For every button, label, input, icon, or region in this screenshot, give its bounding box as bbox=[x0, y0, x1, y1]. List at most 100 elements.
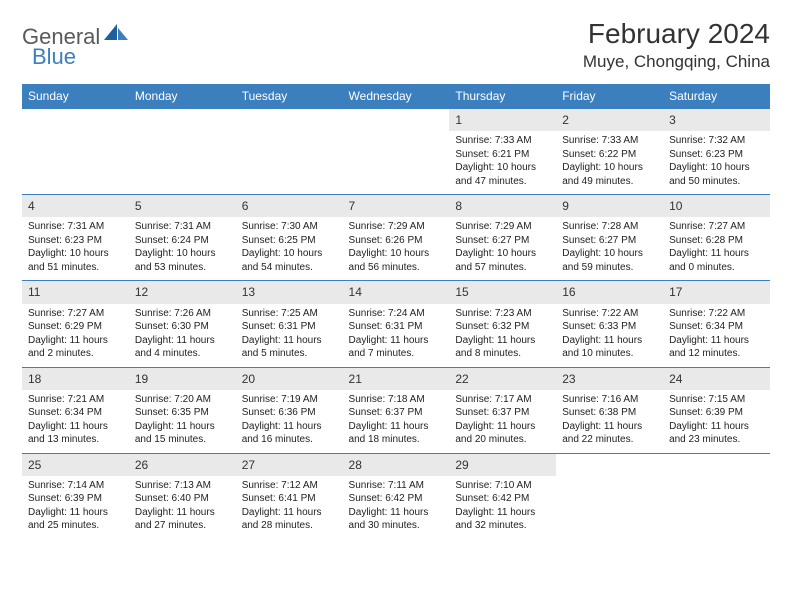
sunset-text: Sunset: 6:27 PM bbox=[562, 234, 657, 248]
sunset-text: Sunset: 6:23 PM bbox=[669, 148, 764, 162]
calendar-cell bbox=[236, 109, 343, 195]
daylight-text: Daylight: 10 hours and 57 minutes. bbox=[455, 247, 550, 274]
daylight-text: Daylight: 11 hours and 8 minutes. bbox=[455, 334, 550, 361]
sunset-text: Sunset: 6:35 PM bbox=[135, 406, 230, 420]
day-details: Sunrise: 7:15 AMSunset: 6:39 PMDaylight:… bbox=[667, 393, 766, 447]
sunset-text: Sunset: 6:26 PM bbox=[349, 234, 444, 248]
sunrise-text: Sunrise: 7:23 AM bbox=[455, 307, 550, 321]
day-details: Sunrise: 7:18 AMSunset: 6:37 PMDaylight:… bbox=[347, 393, 446, 447]
calendar-cell: 14Sunrise: 7:24 AMSunset: 6:31 PMDayligh… bbox=[343, 281, 450, 367]
daylight-text: Daylight: 11 hours and 28 minutes. bbox=[242, 506, 337, 533]
daylight-text: Daylight: 11 hours and 32 minutes. bbox=[455, 506, 550, 533]
sunset-text: Sunset: 6:38 PM bbox=[562, 406, 657, 420]
day-header: Wednesday bbox=[343, 84, 450, 109]
calendar-week-row: 18Sunrise: 7:21 AMSunset: 6:34 PMDayligh… bbox=[22, 367, 770, 453]
day-number: 28 bbox=[343, 454, 450, 476]
daylight-text: Daylight: 11 hours and 0 minutes. bbox=[669, 247, 764, 274]
sunset-text: Sunset: 6:31 PM bbox=[242, 320, 337, 334]
calendar-cell: 21Sunrise: 7:18 AMSunset: 6:37 PMDayligh… bbox=[343, 367, 450, 453]
day-number: 10 bbox=[663, 195, 770, 217]
daylight-text: Daylight: 11 hours and 25 minutes. bbox=[28, 506, 123, 533]
location-text: Muye, Chongqing, China bbox=[583, 52, 770, 72]
day-header: Friday bbox=[556, 84, 663, 109]
sunrise-text: Sunrise: 7:32 AM bbox=[669, 134, 764, 148]
day-number: 11 bbox=[22, 281, 129, 303]
day-details: Sunrise: 7:28 AMSunset: 6:27 PMDaylight:… bbox=[560, 220, 659, 274]
calendar-cell: 9 Sunrise: 7:28 AMSunset: 6:27 PMDaylight… bbox=[556, 195, 663, 281]
daylight-text: Daylight: 11 hours and 27 minutes. bbox=[135, 506, 230, 533]
calendar-cell: 5Sunrise: 7:31 AMSunset: 6:24 PMDaylight… bbox=[129, 195, 236, 281]
day-number: 2 bbox=[556, 109, 663, 131]
sunset-text: Sunset: 6:41 PM bbox=[242, 492, 337, 506]
day-details: Sunrise: 7:20 AMSunset: 6:35 PMDaylight:… bbox=[133, 393, 232, 447]
day-number: 13 bbox=[236, 281, 343, 303]
daylight-text: Daylight: 10 hours and 49 minutes. bbox=[562, 161, 657, 188]
day-details: Sunrise: 7:10 AMSunset: 6:42 PMDaylight:… bbox=[453, 479, 552, 533]
calendar-cell: 15Sunrise: 7:23 AMSunset: 6:32 PMDayligh… bbox=[449, 281, 556, 367]
sunrise-text: Sunrise: 7:26 AM bbox=[135, 307, 230, 321]
sunrise-text: Sunrise: 7:29 AM bbox=[349, 220, 444, 234]
daylight-text: Daylight: 10 hours and 53 minutes. bbox=[135, 247, 230, 274]
day-details: Sunrise: 7:26 AMSunset: 6:30 PMDaylight:… bbox=[133, 307, 232, 361]
sunset-text: Sunset: 6:31 PM bbox=[349, 320, 444, 334]
day-number: 17 bbox=[663, 281, 770, 303]
calendar-cell: 17Sunrise: 7:22 AMSunset: 6:34 PMDayligh… bbox=[663, 281, 770, 367]
day-number: 25 bbox=[22, 454, 129, 476]
day-number: 27 bbox=[236, 454, 343, 476]
day-details: Sunrise: 7:33 AMSunset: 6:22 PMDaylight:… bbox=[560, 134, 659, 188]
day-header: Thursday bbox=[449, 84, 556, 109]
page-header: General February 2024 Muye, Chongqing, C… bbox=[22, 18, 770, 72]
sunrise-text: Sunrise: 7:20 AM bbox=[135, 393, 230, 407]
day-number: 16 bbox=[556, 281, 663, 303]
day-number: 24 bbox=[663, 368, 770, 390]
sunset-text: Sunset: 6:29 PM bbox=[28, 320, 123, 334]
day-number: 18 bbox=[22, 368, 129, 390]
calendar-cell: 16Sunrise: 7:22 AMSunset: 6:33 PMDayligh… bbox=[556, 281, 663, 367]
month-title: February 2024 bbox=[583, 18, 770, 50]
sunset-text: Sunset: 6:22 PM bbox=[562, 148, 657, 162]
logo-sail-icon bbox=[104, 22, 130, 47]
sunset-text: Sunset: 6:28 PM bbox=[669, 234, 764, 248]
calendar-cell: 12 Sunrise: 7:26 AMSunset: 6:30 PMDayligh… bbox=[129, 281, 236, 367]
day-details: Sunrise: 7:33 AMSunset: 6:21 PMDaylight:… bbox=[453, 134, 552, 188]
sunset-text: Sunset: 6:25 PM bbox=[242, 234, 337, 248]
sunrise-text: Sunrise: 7:33 AM bbox=[562, 134, 657, 148]
daylight-text: Daylight: 11 hours and 5 minutes. bbox=[242, 334, 337, 361]
calendar-cell bbox=[556, 453, 663, 539]
day-number: 6 bbox=[236, 195, 343, 217]
calendar-cell: 24 Sunrise: 7:15 AMSunset: 6:39 PMDayligh… bbox=[663, 367, 770, 453]
day-number: 12 bbox=[129, 281, 236, 303]
day-details: Sunrise: 7:13 AMSunset: 6:40 PMDaylight:… bbox=[133, 479, 232, 533]
calendar-cell: 28Sunrise: 7:11 AMSunset: 6:42 PMDayligh… bbox=[343, 453, 450, 539]
daylight-text: Daylight: 10 hours and 51 minutes. bbox=[28, 247, 123, 274]
calendar-cell: 26Sunrise: 7:13 AMSunset: 6:40 PMDayligh… bbox=[129, 453, 236, 539]
day-details: Sunrise: 7:16 AMSunset: 6:38 PMDaylight:… bbox=[560, 393, 659, 447]
day-number: 7 bbox=[343, 195, 450, 217]
daylight-text: Daylight: 11 hours and 18 minutes. bbox=[349, 420, 444, 447]
calendar-week-row: 1Sunrise: 7:33 AMSunset: 6:21 PMDaylight… bbox=[22, 109, 770, 195]
sunset-text: Sunset: 6:37 PM bbox=[349, 406, 444, 420]
day-number: 20 bbox=[236, 368, 343, 390]
day-header: Monday bbox=[129, 84, 236, 109]
sunrise-text: Sunrise: 7:10 AM bbox=[455, 479, 550, 493]
sunset-text: Sunset: 6:23 PM bbox=[28, 234, 123, 248]
day-number: 9 bbox=[556, 195, 663, 217]
sunrise-text: Sunrise: 7:12 AM bbox=[242, 479, 337, 493]
sunset-text: Sunset: 6:34 PM bbox=[669, 320, 764, 334]
day-details: Sunrise: 7:24 AMSunset: 6:31 PMDaylight:… bbox=[347, 307, 446, 361]
day-details: Sunrise: 7:14 AMSunset: 6:39 PMDaylight:… bbox=[26, 479, 125, 533]
daylight-text: Daylight: 11 hours and 22 minutes. bbox=[562, 420, 657, 447]
daylight-text: Daylight: 10 hours and 47 minutes. bbox=[455, 161, 550, 188]
daylight-text: Daylight: 11 hours and 20 minutes. bbox=[455, 420, 550, 447]
daylight-text: Daylight: 11 hours and 30 minutes. bbox=[349, 506, 444, 533]
calendar-cell bbox=[22, 109, 129, 195]
sunrise-text: Sunrise: 7:25 AM bbox=[242, 307, 337, 321]
calendar-cell bbox=[129, 109, 236, 195]
day-number: 19 bbox=[129, 368, 236, 390]
sunrise-text: Sunrise: 7:16 AM bbox=[562, 393, 657, 407]
calendar-cell: 19 Sunrise: 7:20 AMSunset: 6:35 PMDayligh… bbox=[129, 367, 236, 453]
sunset-text: Sunset: 6:39 PM bbox=[669, 406, 764, 420]
day-details: Sunrise: 7:25 AMSunset: 6:31 PMDaylight:… bbox=[240, 307, 339, 361]
calendar-cell: 20Sunrise: 7:19 AMSunset: 6:36 PMDayligh… bbox=[236, 367, 343, 453]
calendar-cell: 29Sunrise: 7:10 AMSunset: 6:42 PMDayligh… bbox=[449, 453, 556, 539]
